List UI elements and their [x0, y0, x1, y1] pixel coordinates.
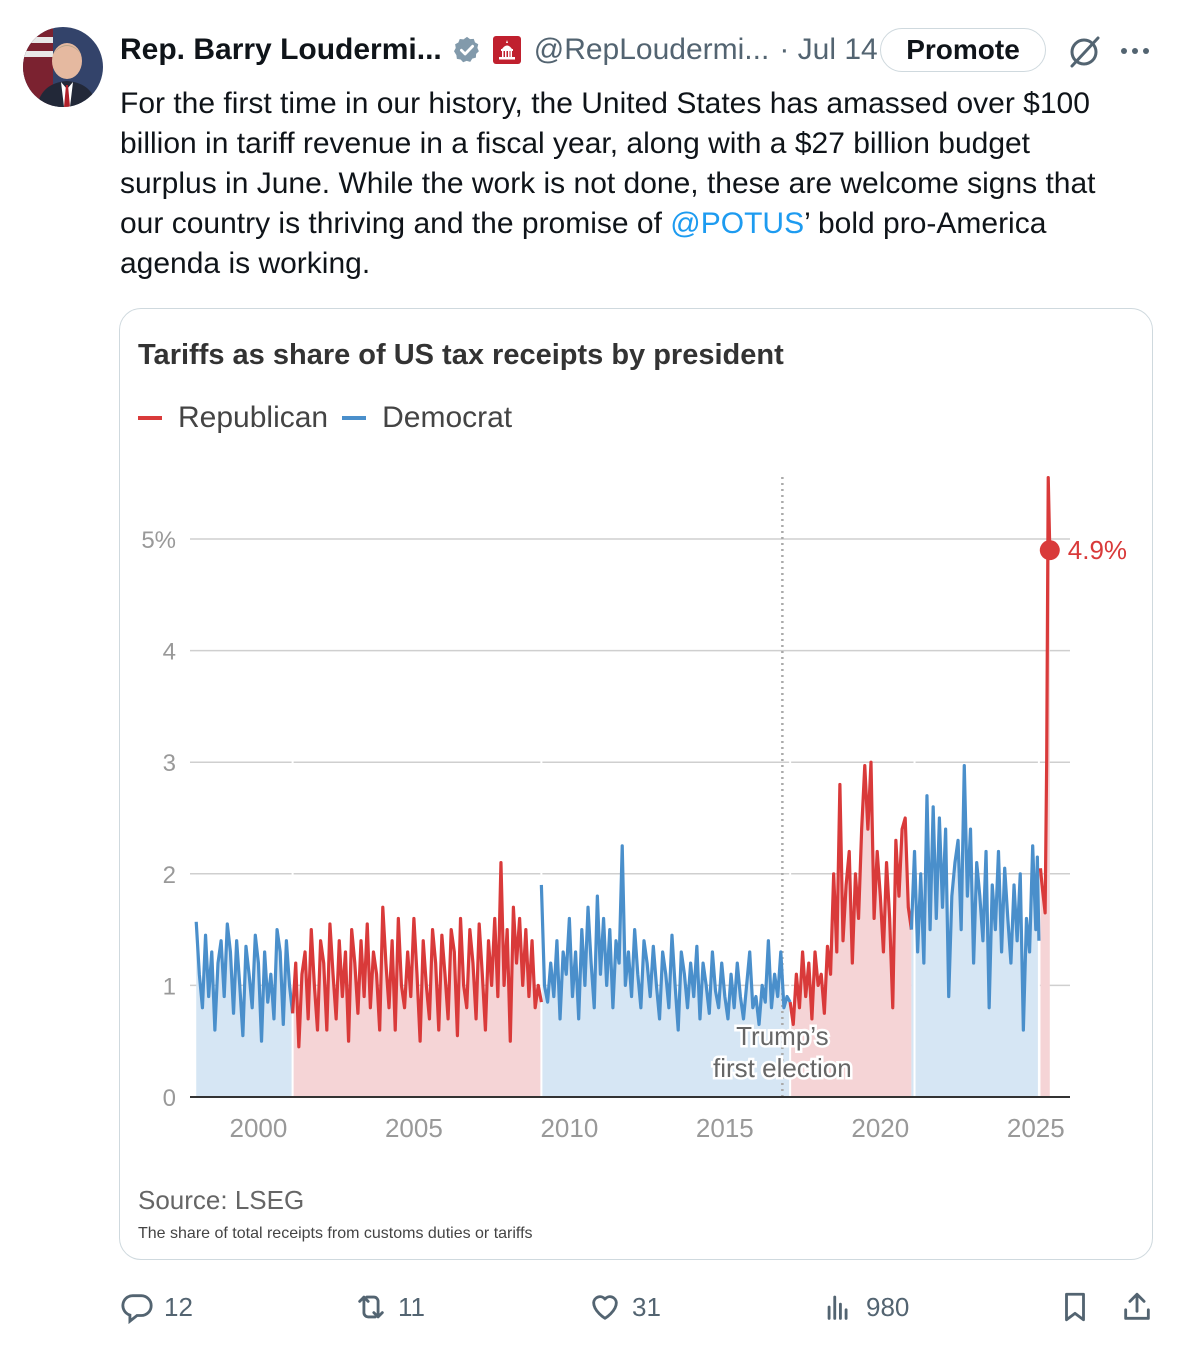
x-tick-label: 2020 — [851, 1113, 909, 1143]
legend-swatch-republican — [138, 416, 162, 420]
grok-icon[interactable] — [1066, 34, 1102, 70]
reply-button[interactable]: 12 — [120, 1280, 193, 1334]
views-icon — [827, 1295, 848, 1320]
verified-badge-icon — [453, 36, 479, 63]
last-point-marker — [1039, 540, 1060, 561]
author-name[interactable]: Rep. Barry Loudermi... — [120, 33, 442, 66]
x-tick-label: 2015 — [696, 1113, 754, 1143]
x-tick-label: 2010 — [540, 1113, 598, 1143]
avatar[interactable] — [23, 27, 103, 107]
mention-link[interactable]: @POTUS — [670, 207, 805, 240]
tweet-text: For the first time in our history, the U… — [120, 84, 1130, 284]
last-point-label: 4.9% — [1068, 535, 1127, 565]
share-icon — [1124, 1292, 1150, 1320]
legend-label-republican: Republican — [178, 401, 329, 434]
x-tick-label: 2025 — [1007, 1113, 1065, 1143]
y-tick-label: 1 — [163, 973, 176, 1000]
series-line-republican — [291, 861, 543, 1049]
series-line-democrat — [539, 844, 792, 1032]
views-button[interactable]: 980 — [822, 1280, 909, 1334]
series-line-democrat — [194, 921, 295, 1043]
y-tick-label: 4 — [163, 639, 176, 666]
tweet-date[interactable]: · Jul 14 — [779, 33, 878, 66]
bookmark-button[interactable] — [1058, 1280, 1102, 1334]
legend-label-democrat: Democrat — [382, 401, 513, 434]
annotation-label: Trump’s — [736, 1021, 828, 1051]
legend-item-republican: Republican — [138, 401, 328, 435]
series-line-republican — [1038, 476, 1052, 915]
repost-icon — [358, 1295, 384, 1319]
x-tick-label: 2005 — [385, 1113, 443, 1143]
chart-source: Source: LSEG — [138, 1185, 305, 1215]
like-count: 31 — [632, 1291, 661, 1322]
chart-card[interactable]: Tariffs as share of US tax receipts by p… — [119, 308, 1153, 1260]
series-line-democrat — [909, 763, 1041, 1032]
series-line-republican — [788, 760, 913, 1027]
repost-button[interactable]: 11 — [354, 1280, 425, 1334]
like-button[interactable]: 31 — [588, 1280, 661, 1334]
legend-item-democrat: Democrat — [342, 401, 512, 435]
chart-note: The share of total receipts from customs… — [138, 1225, 533, 1242]
views-count: 980 — [866, 1291, 910, 1322]
y-tick-label: 0 — [163, 1085, 176, 1112]
tweet-text-part: For the first time in our history, the U… — [120, 87, 1096, 240]
more-icon[interactable] — [1118, 34, 1152, 68]
y-tick-label: 3 — [163, 750, 176, 777]
action-bar: 12 11 31 980 — [0, 1280, 1178, 1340]
legend-swatch-democrat — [342, 416, 367, 420]
y-tick-label: 2 — [163, 862, 176, 889]
x-tick-label: 2000 — [229, 1113, 287, 1143]
annotation-label: first election — [713, 1053, 852, 1083]
capitol-flag-icon — [492, 36, 521, 64]
annotation-label-halo: Trump’s — [736, 1021, 828, 1051]
bookmark-icon — [1065, 1292, 1085, 1322]
reply-count: 12 — [164, 1291, 193, 1322]
promote-button[interactable]: Promote — [880, 28, 1046, 72]
tweet-header: Rep. Barry Loudermi... @RepLoudermi... ·… — [120, 28, 1158, 72]
reply-icon — [121, 1294, 153, 1324]
series-area-democrat — [541, 845, 791, 1097]
annotation-label-halo: first election — [713, 1053, 852, 1083]
share-button[interactable] — [1120, 1280, 1164, 1334]
chart-legend: Republican Democrat — [138, 401, 526, 435]
chart-title: Tariffs as share of US tax receipts by p… — [138, 339, 784, 371]
like-icon — [592, 1295, 618, 1320]
repost-count: 11 — [398, 1291, 425, 1322]
tweet-text-part: ’ bold pro-America agenda is working. — [120, 207, 1047, 280]
author-handle[interactable]: @RepLoudermi... — [533, 33, 770, 66]
y-tick-label: 5% — [141, 527, 176, 554]
